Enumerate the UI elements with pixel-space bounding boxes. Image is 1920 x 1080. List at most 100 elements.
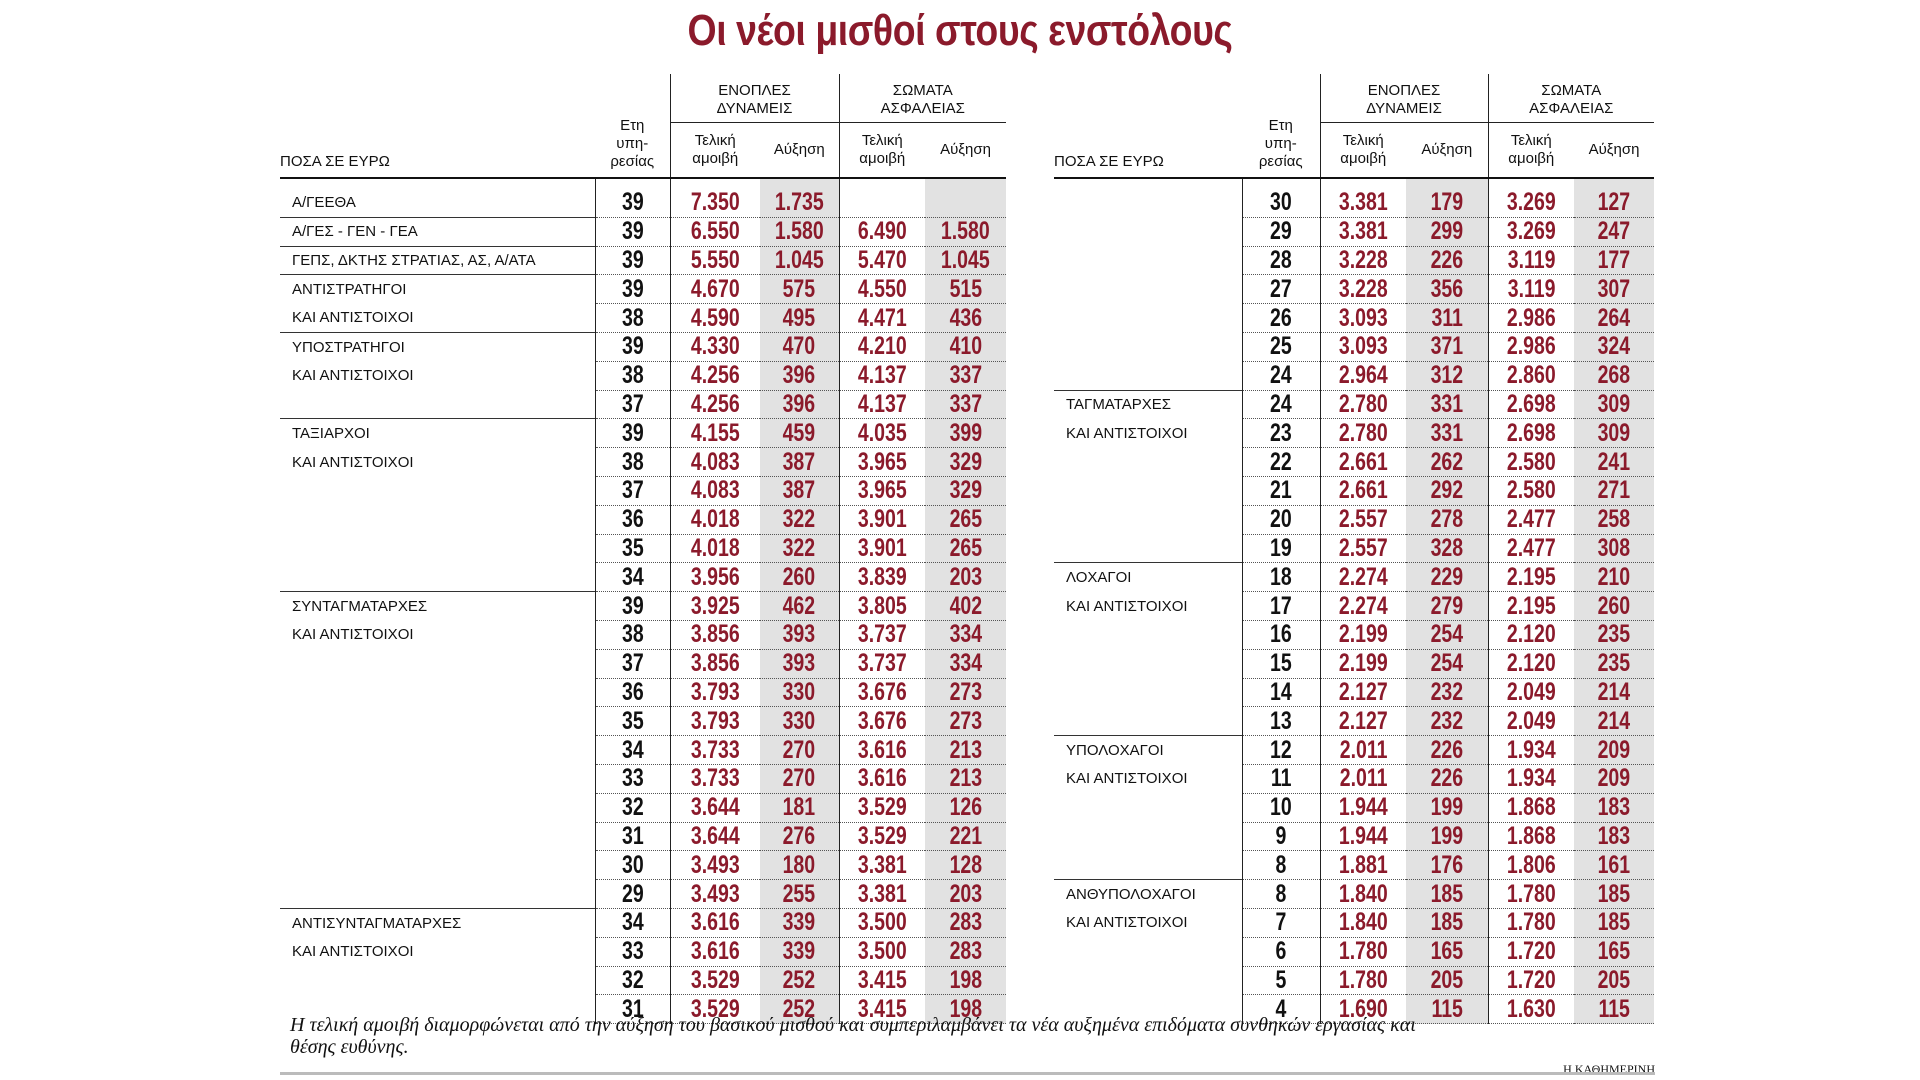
cell-value: 324 [1597,332,1631,361]
total-pay: 2.780 [1319,418,1406,449]
row: 31 3.644 276 3.529 221 [280,822,1007,852]
years: 35 [594,533,670,564]
rank: ΤΑΓΜΑΤΑΡΧΕΣ [1054,389,1242,419]
total-pay: 4.083 [669,447,760,477]
total-pay: 4.018 [669,534,760,564]
row: 8 1.881 176 1.806 161 [1054,850,1655,881]
cell-value: 265 [949,533,982,562]
cell-value: 3.925 [690,591,740,620]
raise: 198 [925,966,1007,996]
cell-value: 260 [1597,591,1631,620]
cell-value: 165 [1597,937,1631,966]
cell-value: 39 [621,418,644,447]
row: 28 3.228 226 3.119 177 [1054,246,1655,276]
cell-value: 30 [1270,188,1292,217]
raise: 339 [760,937,840,967]
cell-value: 199 [1430,821,1464,850]
years-header: Ετη υπη-ρεσίας [595,74,670,179]
row: 29 3.381 299 3.269 247 [1054,217,1655,247]
cell-value: 5.470 [857,245,907,274]
years: 11 [1241,764,1320,794]
cell-value: 38 [621,361,644,390]
raise: 330 [760,706,840,737]
cell-value: 4.018 [690,505,740,534]
total-pay: 3.415 [838,966,926,996]
cell-value: 7.350 [690,188,740,217]
raise: 470 [760,332,840,362]
total-pay: 2.986 [1487,303,1575,333]
rank [280,505,595,534]
cell-value: 3.644 [690,793,740,822]
raise: 1.735 [760,178,840,218]
cell-value: 6 [1275,937,1287,966]
years: 24 [1241,361,1320,391]
rank: ΚΑΙ ΑΝΤΙΣΤΟΙΧΟΙ [292,367,414,385]
cell-value: 39 [621,274,644,303]
total-pay: 2.199 [1319,620,1406,650]
raise: 309 [1574,418,1655,449]
row: ΚΑΙ ΑΝΤΙΣΤΟΙΧΟΙ 38 4.083 387 3.965 329 [280,447,1007,477]
group-header: ΣΩΜΑΤΑ ΑΣΦΑΛΕΙΑΣ [838,74,1007,123]
cell-value: 183 [1597,793,1631,822]
cell-value: 3.965 [857,476,907,505]
total-pay: 2.274 [1319,562,1406,593]
total-pay: 3.737 [838,649,926,679]
rank: ΚΑΙ ΑΝΤΙΣΤΟΙΧΟΙ [1066,770,1188,788]
cell-value: 23 [1270,418,1292,447]
cell-value: 203 [949,879,982,908]
cell-value: 2.477 [1506,505,1556,534]
raise: 226 [1406,764,1489,794]
cell-value: 254 [1430,620,1464,649]
total-pay: 3.925 [669,591,760,621]
raise: 254 [1406,620,1489,650]
cell-value: 185 [1430,908,1464,937]
header-line: ρεσίας [610,153,655,170]
row: ΑΝΤΙΣΤΡΑΤΗΓΟΙ 39 4.670 575 4.550 515 [280,274,1007,305]
row: 32 3.529 252 3.415 198 [280,966,1007,996]
total-pay: 1.868 [1487,793,1575,823]
cell-value: 3.228 [1338,274,1388,303]
total-pay: 4.256 [669,361,760,391]
total-pay: 3.676 [838,678,926,708]
rank: ΣΥΝΤΑΓΜΑΤΑΡΧΕΣ [280,591,595,621]
cell-value: 1.944 [1338,793,1388,822]
cell-value: 4.330 [690,332,740,361]
row: 20 2.557 278 2.477 258 [1054,505,1655,535]
salary-table: ΠΟΣΑ ΣΕ ΕΥΡΩ Ετη υπη-ρεσίας ΕΝΟΠΛΕΣ ΔΥΝΑΜΕΙΣ… [280,74,1007,1025]
raise: 235 [1574,649,1655,679]
cell-value: 19 [1270,533,1292,562]
cell-value: 37 [621,476,644,505]
cell-value: 2.860 [1506,361,1556,390]
cell-value: 165 [1430,937,1464,966]
years: 18 [1241,562,1320,593]
total-pay: 2.195 [1487,562,1575,593]
raise: 309 [1574,390,1655,420]
row: 13 2.127 232 2.049 214 [1054,706,1655,737]
rank [280,793,595,822]
raise: 183 [1574,793,1655,823]
cell-value: 27 [1270,274,1292,303]
cell-value: 12 [1270,735,1292,764]
cell-value: 185 [1597,879,1631,908]
cell-value: 35 [621,533,644,562]
raise: 1.045 [760,246,840,276]
years: 22 [1241,447,1320,477]
total-pay: 4.590 [669,303,760,333]
raise: 276 [760,822,840,852]
raise: 410 [925,332,1007,362]
cell-value: 15 [1270,649,1292,678]
years: 29 [594,879,670,909]
cell-value: 3.529 [690,994,740,1023]
raise: 299 [1406,217,1489,247]
raise: 185 [1574,908,1655,938]
cell-value: 387 [782,447,816,476]
total-pay: 5.550 [669,246,760,276]
cell-value: 273 [949,677,982,706]
rank: ΚΑΙ ΑΝΤΙΣΤΟΙΧΟΙ [1066,914,1188,932]
rank [1054,505,1242,534]
cell-value: 3.381 [1338,188,1388,217]
raise: 270 [760,735,840,765]
total-pay: 3.500 [838,937,926,967]
cell-value: 34 [621,908,644,937]
cell-value: 270 [782,764,816,793]
